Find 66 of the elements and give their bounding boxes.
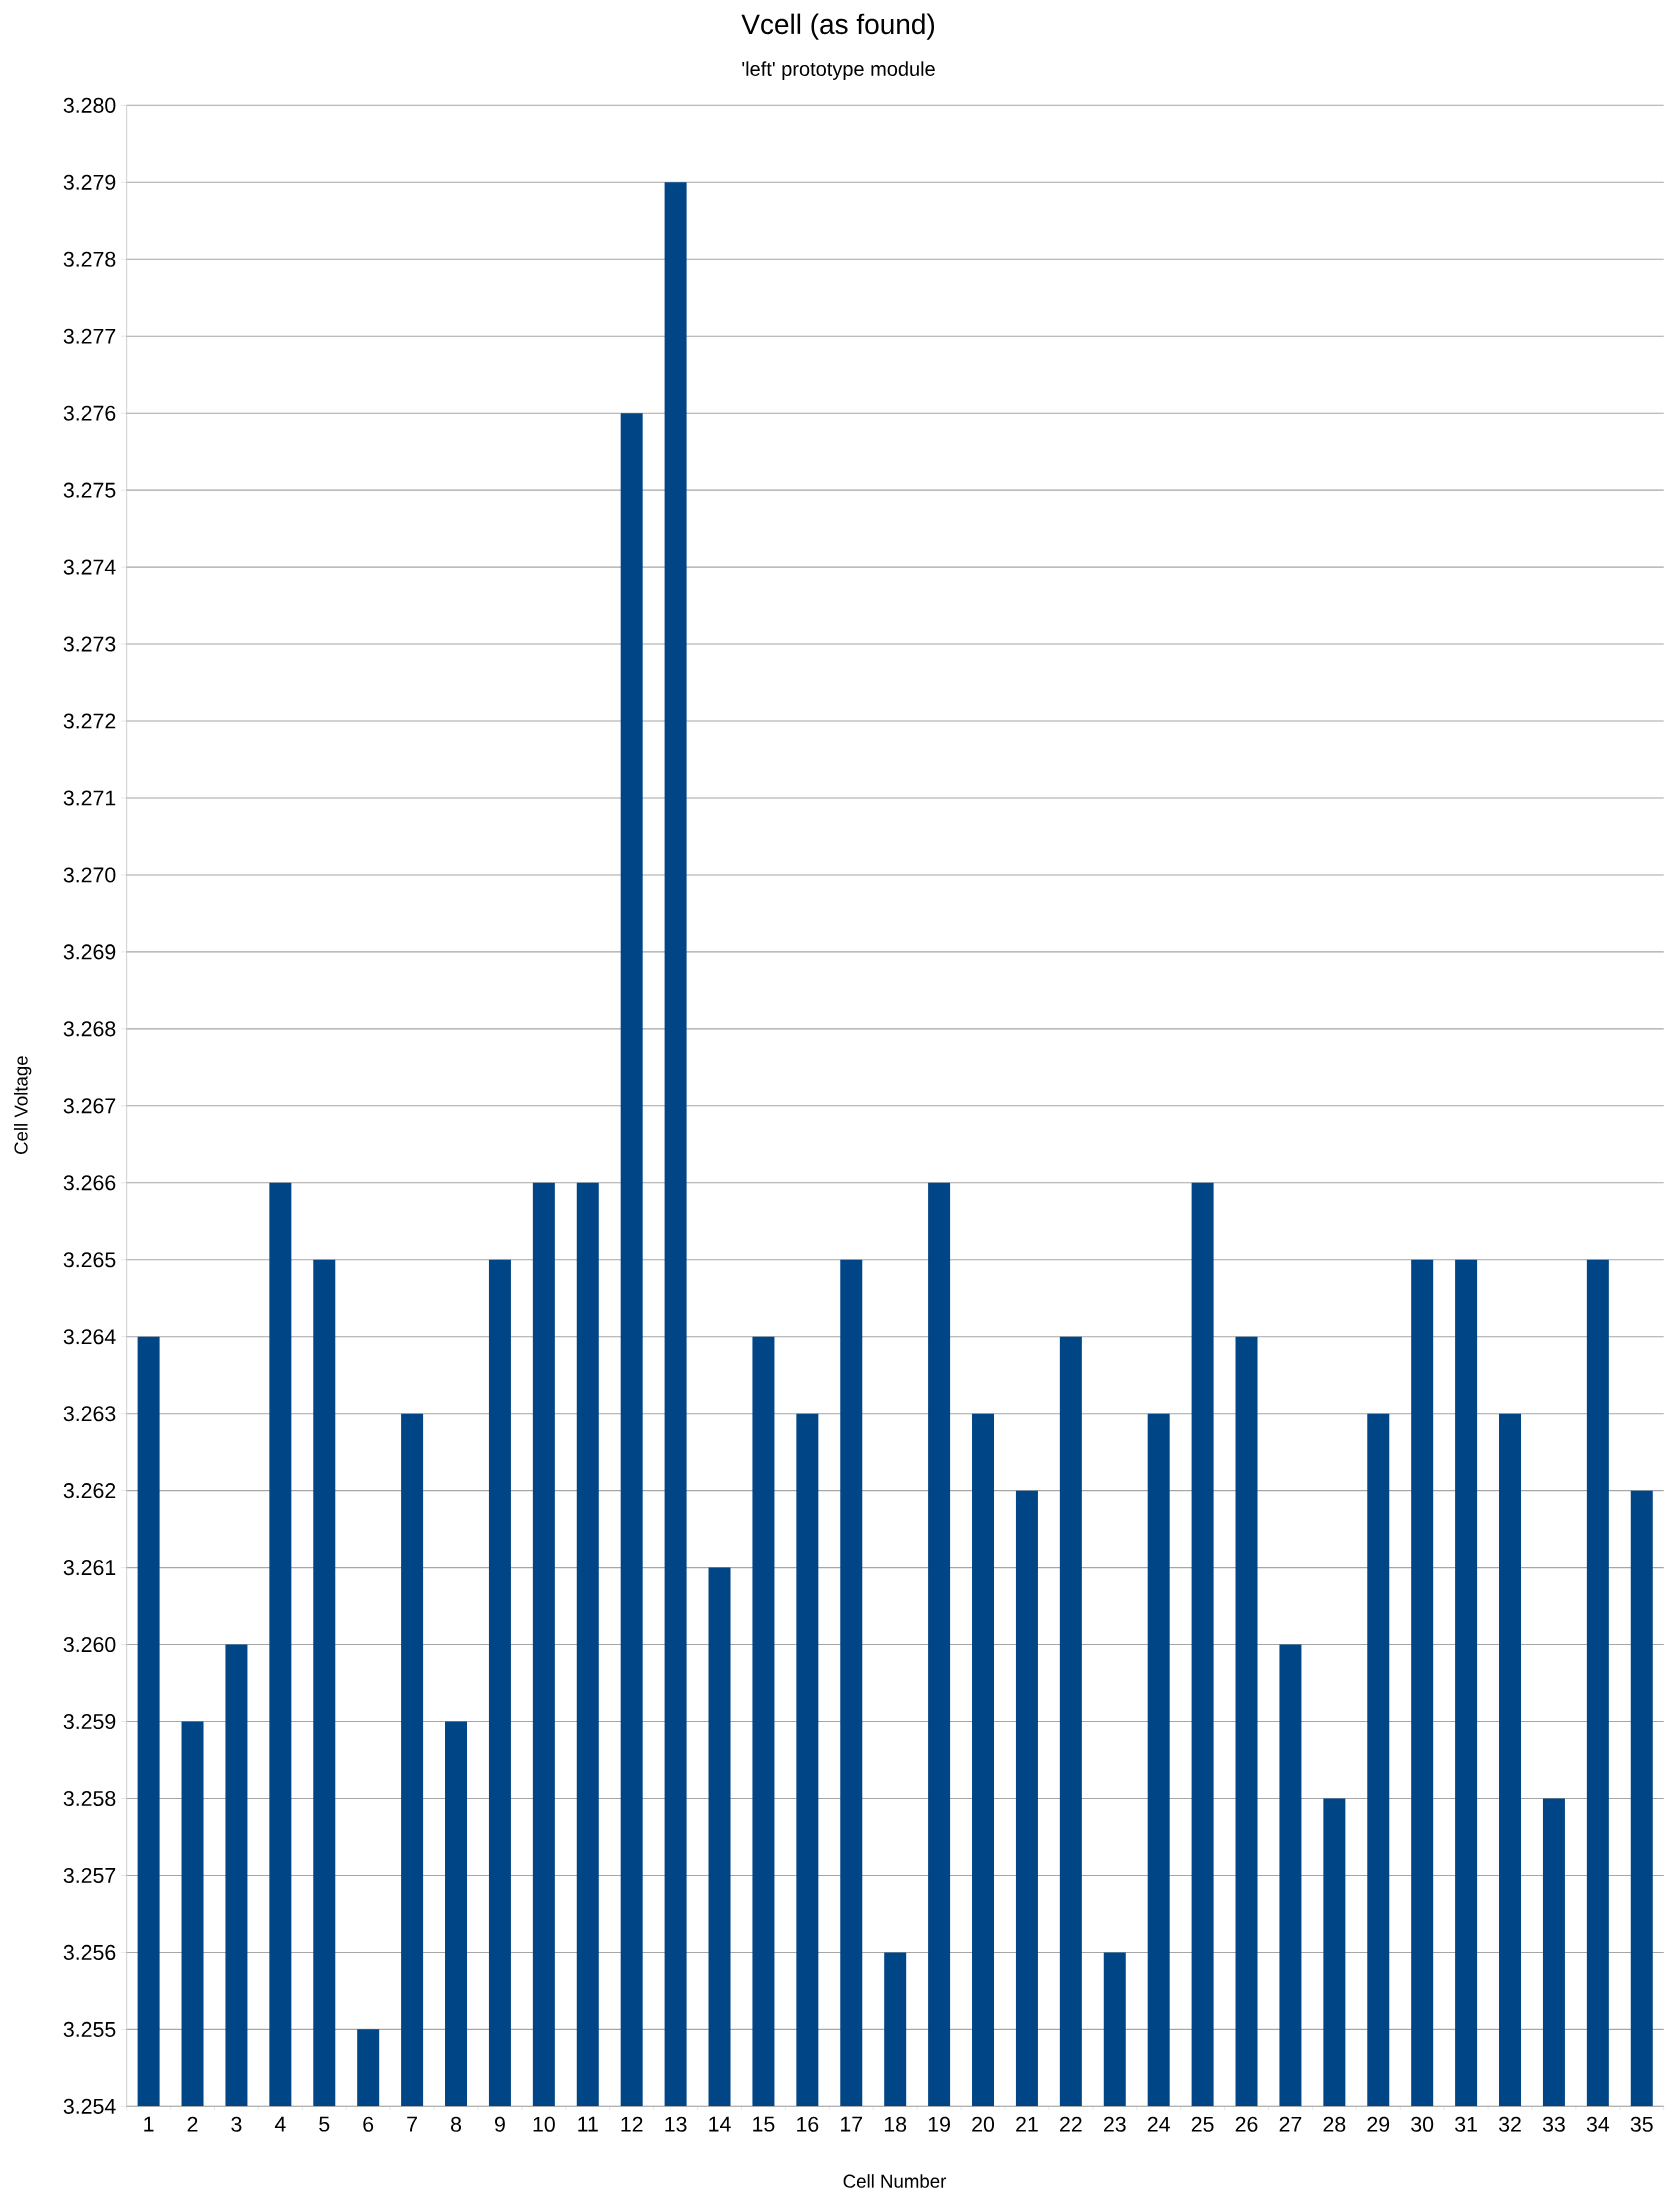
x-tick-label: 23 xyxy=(1103,2116,1126,2132)
y-tick-label: 3.270 xyxy=(63,867,116,883)
x-tick-label: 27 xyxy=(1279,2116,1302,2132)
y-tick-label: 3.269 xyxy=(63,944,116,960)
x-tick-label: 24 xyxy=(1147,2116,1170,2132)
y-tick-label: 3.264 xyxy=(63,1329,116,1345)
y-tick-label: 3.258 xyxy=(63,1790,116,1807)
y-tick-label: 3.257 xyxy=(63,1867,115,1883)
x-tick-label: 22 xyxy=(1059,2116,1082,2132)
x-tick-label: 29 xyxy=(1367,2116,1389,2132)
x-tick-label: 30 xyxy=(1410,2116,1433,2132)
x-tick-label: 33 xyxy=(1542,2116,1565,2132)
y-tick-label: 3.267 xyxy=(63,1098,115,1114)
x-tick-label: 13 xyxy=(665,2116,687,2132)
y-tick-label: 3.277 xyxy=(63,328,115,344)
y-tick-label: 3.279 xyxy=(63,174,116,190)
y-tick-label: 3.255 xyxy=(63,2021,116,2037)
y-tick-label: 3.280 xyxy=(63,97,116,113)
y-tick-label: 3.268 xyxy=(63,1021,116,1037)
y-tick-label: 3.261 xyxy=(63,1560,115,1576)
x-tick-label: 21 xyxy=(1015,2116,1038,2132)
y-tick-label: 3.254 xyxy=(63,2098,116,2114)
x-tick-label: 32 xyxy=(1498,2116,1521,2132)
y-axis-title: Cell Voltage xyxy=(13,1056,32,1155)
y-tick-label: 3.265 xyxy=(63,1252,116,1268)
x-tick-label: 6 xyxy=(363,2116,373,2132)
y-tick-label: 3.276 xyxy=(63,405,116,421)
x-tick-label: 26 xyxy=(1235,2116,1258,2132)
x-tick-label: 3 xyxy=(231,2116,242,2132)
x-tick-label: 4 xyxy=(274,2116,286,2132)
x-tick-label: 9 xyxy=(494,2116,505,2132)
x-tick-label: 28 xyxy=(1323,2116,1346,2132)
y-tick-label: 3.275 xyxy=(63,482,116,498)
x-tick-label: 5 xyxy=(318,2116,330,2132)
x-tick-label: 17 xyxy=(840,2116,862,2132)
y-tick-label: 3.278 xyxy=(63,251,116,267)
y-tick-label: 3.272 xyxy=(63,713,115,729)
x-tick-label: 16 xyxy=(796,2116,819,2132)
chart-title: Vcell (as found) xyxy=(741,13,934,40)
y-tick-label: 3.271 xyxy=(63,790,115,806)
x-tick-label: 18 xyxy=(884,2116,906,2132)
y-tick-label: 3.256 xyxy=(63,1944,116,1960)
x-tick-label: 34 xyxy=(1586,2116,1609,2132)
x-tick-label: 14 xyxy=(709,2116,731,2132)
y-tick-label: 3.263 xyxy=(63,1406,116,1422)
x-tick-label: 25 xyxy=(1191,2116,1214,2132)
x-tick-label: 8 xyxy=(450,2116,461,2132)
chart-subtitle: 'left' prototype module xyxy=(742,61,935,80)
y-tick-label: 3.260 xyxy=(63,1637,116,1653)
y-tick-label: 3.259 xyxy=(63,1713,116,1730)
x-tick-label: 31 xyxy=(1454,2116,1477,2132)
y-tick-label: 3.262 xyxy=(63,1483,115,1499)
x-axis-title: Cell Number xyxy=(843,2174,946,2188)
x-tick-label: 1 xyxy=(144,2116,154,2132)
x-tick-label: 20 xyxy=(972,2116,994,2132)
x-tick-label: 12 xyxy=(621,2116,643,2132)
x-tick-label: 2 xyxy=(187,2116,198,2132)
y-tick-label: 3.266 xyxy=(63,1175,116,1191)
x-tick-label: 19 xyxy=(928,2116,950,2132)
y-tick-label: 3.273 xyxy=(63,636,116,652)
x-tick-label: 7 xyxy=(407,2116,417,2132)
y-tick-label: 3.274 xyxy=(63,559,116,575)
x-tick-label: 11 xyxy=(578,2116,598,2132)
x-tick-label: 35 xyxy=(1630,2116,1653,2132)
x-tick-label: 15 xyxy=(753,2116,775,2132)
x-tick-label: 10 xyxy=(533,2116,555,2132)
